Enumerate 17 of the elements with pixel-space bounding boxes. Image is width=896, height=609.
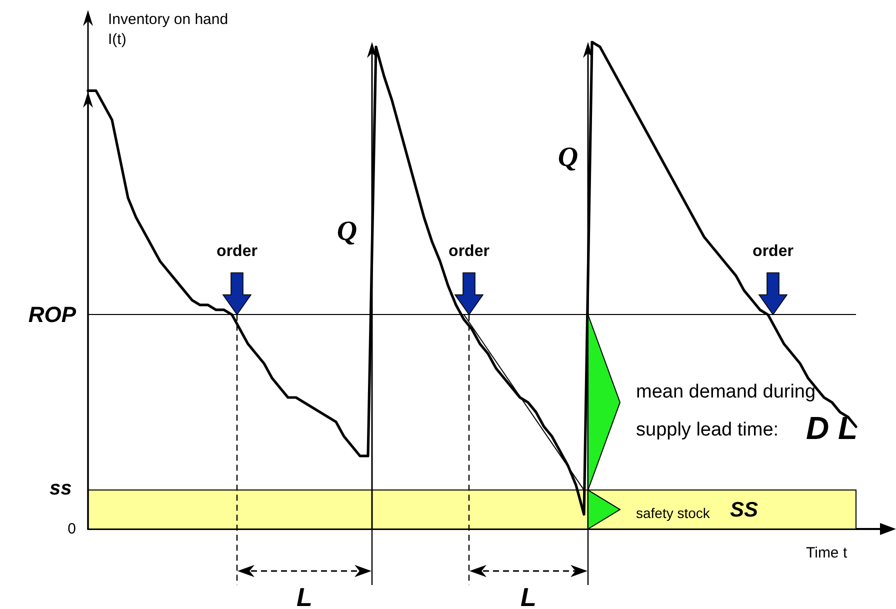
text: L [520,582,536,609]
ref-line-label: ROP [28,302,76,328]
annotation: safety stock [636,505,710,521]
annotation: supply lead time: [636,420,779,440]
text: L [296,582,312,609]
annotation: D L [806,410,858,446]
annotation: Q [336,216,358,247]
annotation: mean demand during [636,382,816,402]
annotation: order [216,243,258,260]
band-label: ss [50,478,72,500]
annotation: Q [558,142,578,173]
annotation: order [448,243,490,260]
y-axis-title: Inventory on hand I(t) [108,10,230,50]
text: 0 [68,520,76,538]
x-axis-title: Time t [806,544,848,562]
annotation: order [752,243,794,260]
annotation: SS [730,498,758,522]
